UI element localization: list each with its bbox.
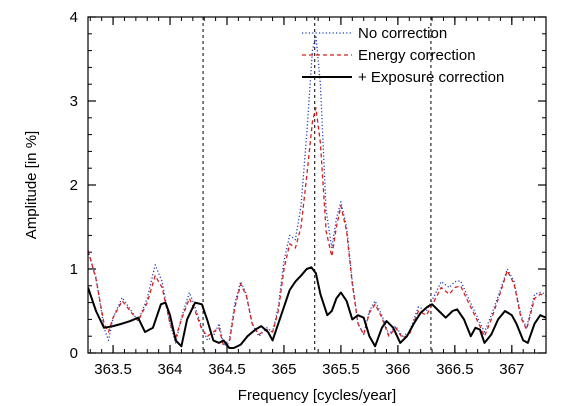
x-tick-label: 364.5 — [208, 361, 246, 378]
x-tick-label: 364 — [158, 361, 183, 378]
legend-label-1: No correction — [358, 25, 447, 42]
x-tick-label: 365.5 — [322, 361, 360, 378]
x-tick-label: 366.5 — [436, 361, 474, 378]
legend-label-2: Energy correction — [358, 47, 476, 64]
series-line-3 — [88, 266, 546, 349]
y-axis-title: Amplitude [in %] — [23, 131, 40, 239]
tick-labels: 363.5 364 364.5 365 365.5 366 366.5 367 0 1 2 3 4 — [70, 9, 525, 378]
legend-label-3: + Exposure correction — [358, 69, 504, 86]
y-tick-label: 4 — [70, 9, 78, 26]
vertical-markers — [202, 17, 432, 353]
plot-frame — [87, 16, 547, 354]
series-lines — [88, 34, 546, 349]
tick-marks — [88, 16, 547, 354]
x-tick-label: 363.5 — [94, 361, 132, 378]
x-tick-label: 365 — [271, 361, 296, 378]
series-line-2 — [88, 107, 546, 347]
legend: No correction Energy correction + Exposure… — [302, 25, 504, 86]
x-tick-label: 366 — [385, 361, 410, 378]
y-tick-label: 2 — [70, 177, 78, 194]
x-axis-title: Frequency [cycles/year] — [238, 387, 396, 404]
x-tick-label: 367 — [499, 361, 524, 378]
y-tick-label: 3 — [70, 93, 78, 110]
y-tick-label: 1 — [70, 261, 78, 278]
y-tick-label: 0 — [70, 345, 78, 362]
